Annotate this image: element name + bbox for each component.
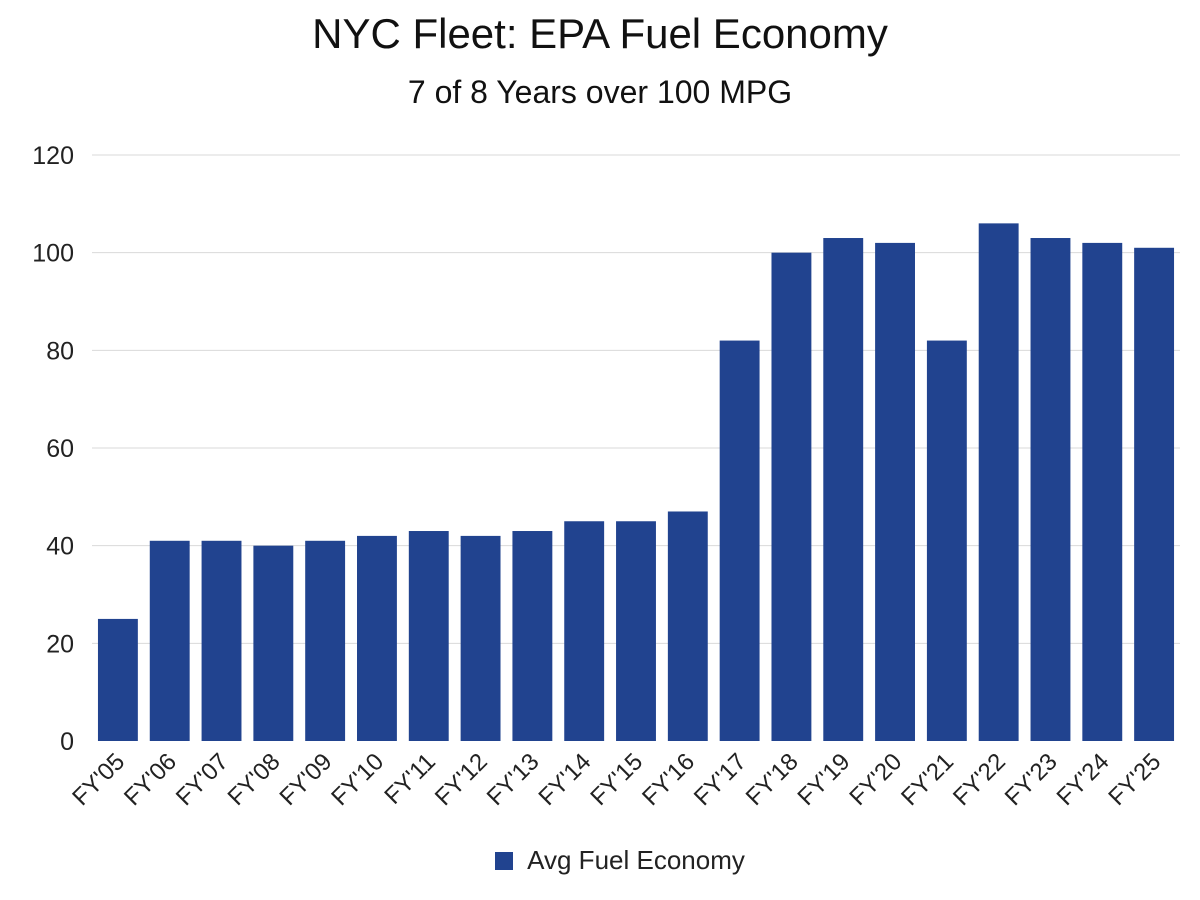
x-tick-label: FY'08 <box>223 748 286 811</box>
x-tick-label: FY'06 <box>119 748 182 811</box>
x-tick-label: FY'13 <box>482 748 545 811</box>
x-tick-label: FY'25 <box>1103 748 1166 811</box>
bar-fy11 <box>408 531 449 741</box>
bar-fy13 <box>512 531 553 741</box>
y-axis-ticks: 0 20 40 60 80 100 120 <box>32 142 74 756</box>
bar-fy10 <box>357 535 397 741</box>
bar-fy20 <box>875 242 915 741</box>
x-tick-label: FY'07 <box>171 748 234 811</box>
x-tick-label: FY'09 <box>274 748 337 811</box>
chart-subtitle: 7 of 8 Years over 100 MPG <box>407 74 793 110</box>
x-tick-label: FY'24 <box>1052 748 1115 811</box>
bar-fy06 <box>149 540 190 741</box>
y-tick-label: 40 <box>46 533 74 561</box>
x-tick-label: FY'23 <box>1000 748 1063 811</box>
bar-fy14 <box>564 521 605 741</box>
legend: Avg Fuel Economy <box>0 845 1200 876</box>
bar-fy23 <box>1030 238 1071 741</box>
bars <box>97 223 1175 742</box>
y-tick-label: 20 <box>46 630 74 658</box>
bar-fy16 <box>667 511 708 741</box>
y-tick-label: 100 <box>32 240 74 268</box>
bar-fy15 <box>616 521 656 741</box>
bar-fy08 <box>253 545 294 741</box>
legend-label: Avg Fuel Economy <box>527 845 745 875</box>
x-tick-label: FY'18 <box>741 748 804 811</box>
x-tick-label: FY'11 <box>379 748 441 810</box>
x-tick-label: FY'15 <box>585 748 648 811</box>
x-tick-label: FY'17 <box>689 748 752 811</box>
bar-fy22 <box>978 223 1019 741</box>
x-tick-label: FY'14 <box>534 748 597 811</box>
x-tick-label: FY'10 <box>326 748 389 811</box>
bar-fy09 <box>305 540 346 741</box>
x-tick-label: FY'12 <box>430 748 493 811</box>
bar-fy21 <box>926 340 967 741</box>
x-tick-label: FY'22 <box>948 748 1011 811</box>
bar-fy24 <box>1082 242 1123 741</box>
x-tick-label: FY'05 <box>67 748 130 811</box>
bar-fy18 <box>771 252 812 741</box>
bar-fy25 <box>1134 247 1175 742</box>
bar-fy07 <box>201 540 242 741</box>
x-tick-label: FY'19 <box>793 748 856 811</box>
bar-fy05 <box>97 618 138 741</box>
bar-fy17 <box>719 340 760 741</box>
x-axis-ticks: FY'05FY'06FY'07FY'08FY'09FY'10FY'11FY'12… <box>67 748 1166 811</box>
legend-swatch <box>495 851 514 870</box>
x-tick-label: FY'20 <box>844 748 907 811</box>
x-tick-label: FY'21 <box>896 748 959 811</box>
bar-fy12 <box>460 535 501 741</box>
y-tick-label: 60 <box>46 435 74 463</box>
y-tick-label: 120 <box>32 142 74 170</box>
chart-title: NYC Fleet: EPA Fuel Economy <box>312 10 888 57</box>
bar-fy19 <box>823 238 864 741</box>
y-tick-label: 0 <box>60 728 74 756</box>
y-tick-label: 80 <box>46 337 74 365</box>
x-tick-label: FY'16 <box>637 748 700 811</box>
